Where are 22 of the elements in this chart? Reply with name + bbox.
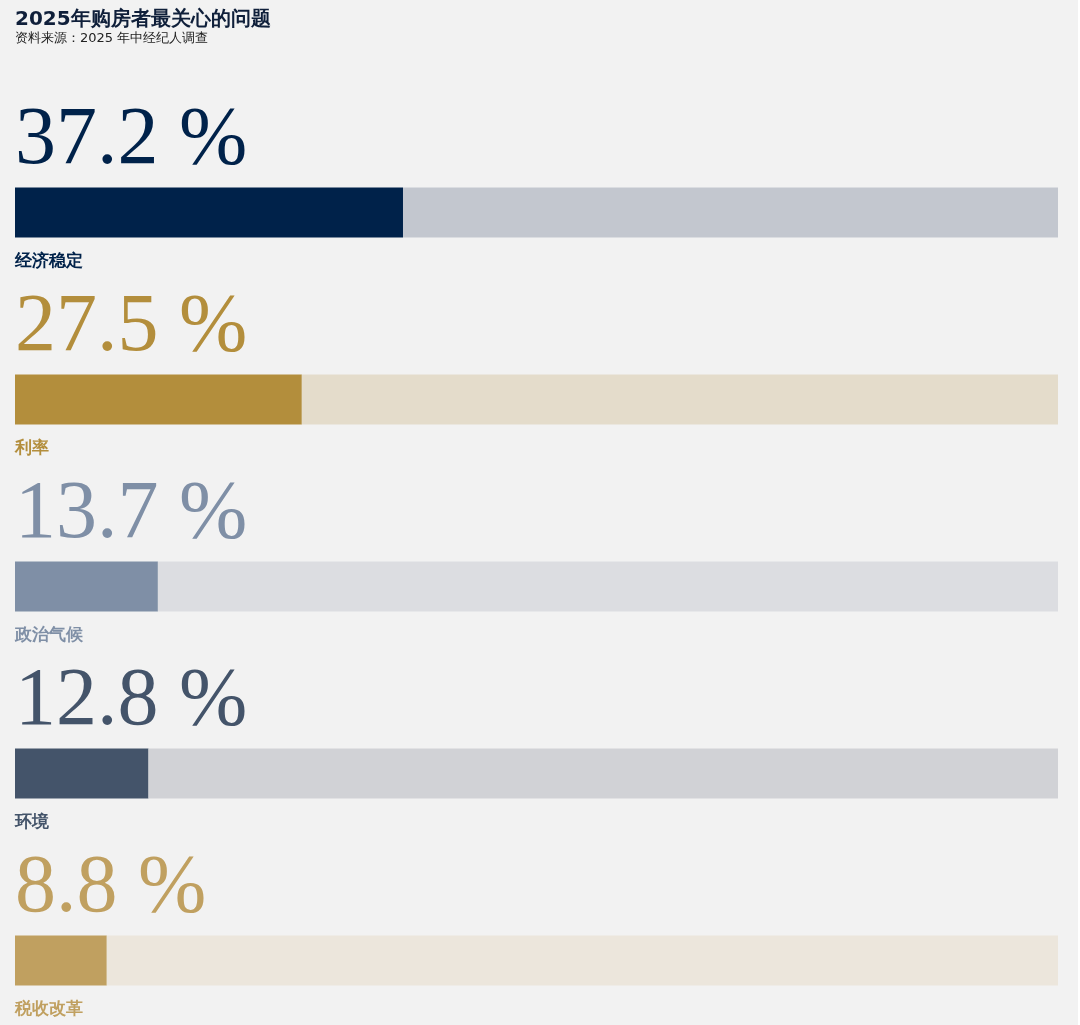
bar: [15, 935, 107, 986]
bar: [157, 561, 1058, 612]
y-tick-label: 环境: [14, 810, 49, 831]
data-label: 12.8 %: [15, 650, 248, 742]
y-tick-label: 税收改革: [14, 997, 83, 1018]
data-label: 27.5 %: [15, 276, 248, 368]
bar: [403, 187, 1058, 238]
bar: [15, 187, 403, 238]
chart-subtitle: 资料来源：2025 年中经纪人调查: [15, 29, 209, 45]
bar: [15, 561, 158, 612]
data-label: 37.2 %: [15, 89, 248, 181]
bar: [148, 748, 1058, 799]
bar: [106, 935, 1058, 986]
y-tick-label: 利率: [14, 436, 49, 457]
chart-title: 2025年购房者最关心的问题: [15, 5, 271, 30]
bar: [15, 374, 302, 425]
bar: [15, 748, 149, 799]
data-label: 8.8 %: [15, 837, 207, 929]
data-label: 13.7 %: [15, 463, 248, 555]
bar: [301, 374, 1058, 425]
y-tick-label: 经济稳定: [14, 249, 83, 270]
y-tick-label: 政治气候: [14, 623, 84, 644]
